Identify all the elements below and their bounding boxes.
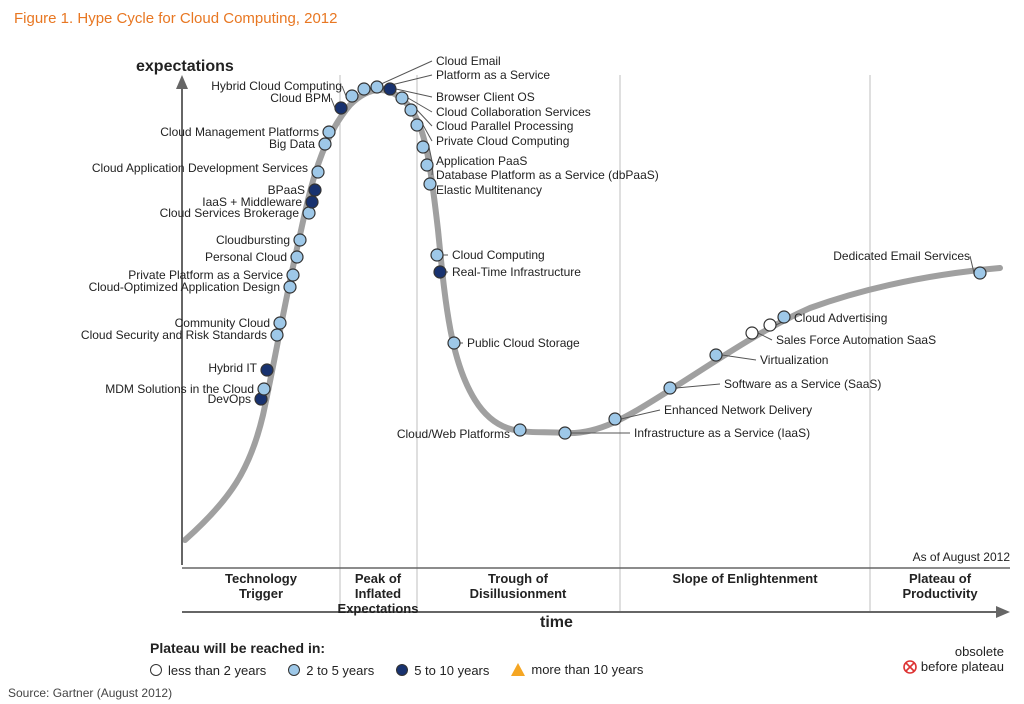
legend-marker bbox=[150, 664, 162, 676]
tech-label: Cloud Parallel Processing bbox=[436, 119, 573, 133]
legend-marker-triangle bbox=[511, 663, 525, 676]
tech-label: Application PaaS bbox=[436, 154, 527, 168]
tech-label: Elastic Multitenancy bbox=[436, 183, 542, 197]
x-axis-label: time bbox=[540, 614, 573, 632]
tech-label: Big Data bbox=[269, 137, 315, 151]
legend-marker bbox=[396, 664, 408, 676]
legend-text: 2 to 5 years bbox=[306, 663, 374, 678]
tech-label: Cloud Computing bbox=[452, 248, 545, 262]
legend-marker bbox=[288, 664, 300, 676]
as-of-date: As of August 2012 bbox=[913, 550, 1010, 564]
tech-label: Cloud Management Platforms bbox=[160, 125, 319, 139]
phase-label: Slope of Enlightenment bbox=[670, 571, 820, 586]
source-text: Source: Gartner (August 2012) bbox=[8, 686, 172, 700]
phase-label: Plateau ofProductivity bbox=[865, 571, 1015, 601]
tech-label: MDM Solutions in the Cloud bbox=[105, 382, 254, 396]
tech-label: Personal Cloud bbox=[205, 250, 287, 264]
tech-label: Database Platform as a Service (dbPaaS) bbox=[436, 168, 659, 182]
tech-label: Cloud-Optimized Application Design bbox=[89, 280, 280, 294]
legend-item: more than 10 years bbox=[511, 662, 643, 677]
tech-label: Cloudbursting bbox=[216, 233, 290, 247]
tech-label: Cloud Collaboration Services bbox=[436, 105, 591, 119]
phase-label: Trough ofDisillusionment bbox=[443, 571, 593, 601]
legend-obsolete: obsolete before plateau bbox=[903, 644, 1004, 677]
tech-label: Private Platform as a Service bbox=[128, 268, 283, 282]
obsolete-line1: obsolete bbox=[955, 644, 1004, 659]
tech-label: Platform as a Service bbox=[436, 68, 550, 82]
tech-label: Cloud Advertising bbox=[794, 311, 887, 325]
y-axis-label: expectations bbox=[136, 58, 234, 76]
tech-label: Cloud Security and Risk Standards bbox=[81, 328, 267, 342]
tech-label: Infrastructure as a Service (IaaS) bbox=[634, 426, 810, 440]
legend-item: 5 to 10 years bbox=[396, 663, 489, 678]
tech-label: Cloud Email bbox=[436, 54, 501, 68]
tech-label: Enhanced Network Delivery bbox=[664, 403, 812, 417]
tech-label: Cloud Application Development Services bbox=[92, 161, 308, 175]
tech-label: Cloud BPM bbox=[270, 91, 331, 105]
tech-label: Sales Force Automation SaaS bbox=[776, 333, 936, 347]
tech-label: Public Cloud Storage bbox=[467, 336, 580, 350]
obsolete-icon bbox=[903, 660, 917, 674]
obsolete-line2: before plateau bbox=[921, 659, 1004, 674]
tech-label: BPaaS bbox=[268, 183, 305, 197]
legend-title: Plateau will be reached in: bbox=[150, 640, 665, 656]
tech-label: Software as a Service (SaaS) bbox=[724, 377, 881, 391]
legend-text: more than 10 years bbox=[531, 662, 643, 677]
tech-label: Community Cloud bbox=[175, 316, 270, 330]
phase-label: Peak ofInflatedExpectations bbox=[303, 571, 453, 616]
tech-label: Real-Time Infrastructure bbox=[452, 265, 581, 279]
tech-label: Hybrid Cloud Computing bbox=[211, 79, 342, 93]
tech-label: Browser Client OS bbox=[436, 90, 535, 104]
legend: Plateau will be reached in: less than 2 … bbox=[150, 640, 665, 679]
legend-item: less than 2 years bbox=[150, 663, 266, 678]
tech-label: Virtualization bbox=[760, 353, 828, 367]
tech-label: Private Cloud Computing bbox=[436, 134, 569, 148]
legend-text: less than 2 years bbox=[168, 663, 266, 678]
tech-label: IaaS + Middleware bbox=[202, 195, 302, 209]
legend-item: 2 to 5 years bbox=[288, 663, 374, 678]
tech-label: Cloud/Web Platforms bbox=[397, 427, 510, 441]
legend-text: 5 to 10 years bbox=[414, 663, 489, 678]
tech-label: Hybrid IT bbox=[208, 361, 257, 375]
tech-label: Dedicated Email Services bbox=[833, 249, 970, 263]
